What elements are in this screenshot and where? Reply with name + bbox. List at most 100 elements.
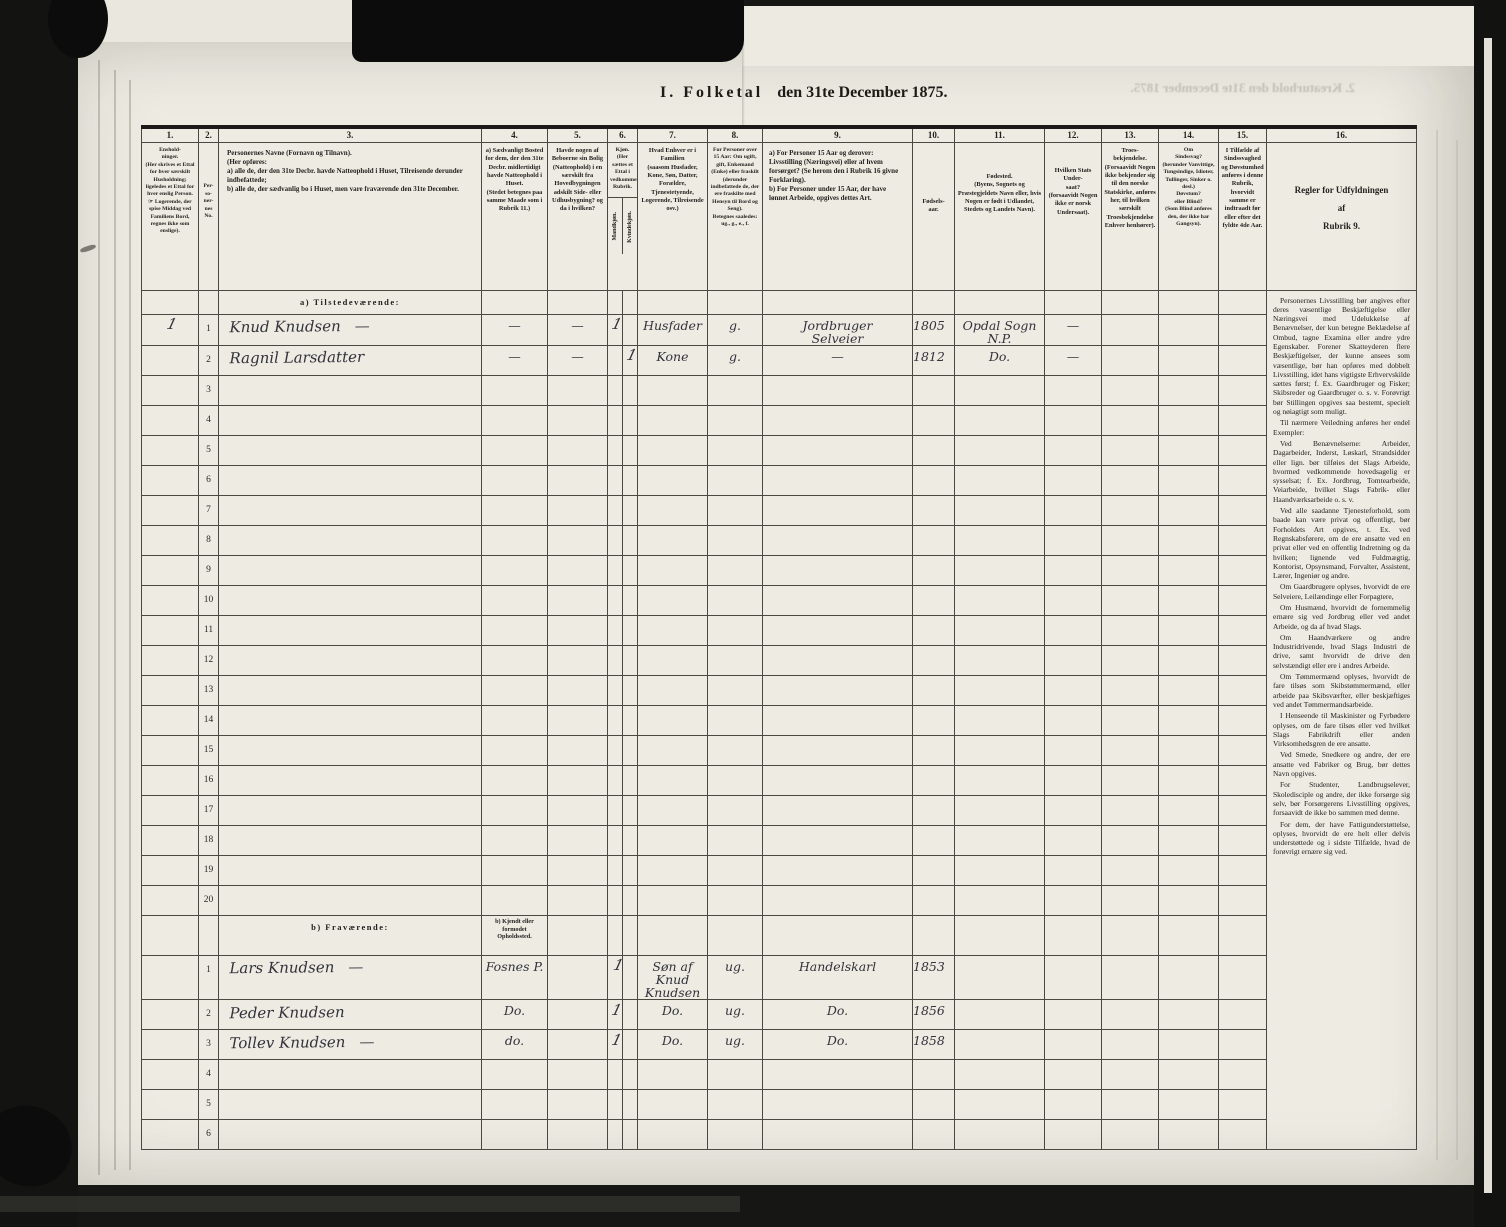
cell-statsborger bbox=[1044, 794, 1103, 826]
cell-sindssvag bbox=[1158, 584, 1220, 616]
cell-sidebygning bbox=[547, 434, 608, 466]
cell-sidebygning bbox=[547, 1119, 608, 1151]
cell-empty bbox=[912, 914, 956, 956]
cell-fodested bbox=[954, 794, 1046, 826]
cell-sindssvag bbox=[1158, 674, 1220, 706]
rules-paragraph: For Studenter, Landbrugselever, Skoledis… bbox=[1273, 780, 1411, 818]
ditto-dash: — bbox=[354, 316, 370, 335]
cell-trosbekjendelse bbox=[1101, 404, 1160, 436]
cell-familiestilling bbox=[637, 524, 709, 556]
binding-shadow-left bbox=[0, 0, 78, 1227]
cell-sidebygning bbox=[547, 794, 608, 826]
cell-livsstilling bbox=[762, 1059, 914, 1091]
cell-livsstilling bbox=[762, 494, 914, 526]
col-header-husholdninger: 1. Enshold- ninger. (Her skrives et Etta… bbox=[141, 126, 199, 291]
cell-livsstilling bbox=[762, 704, 914, 736]
cell-livsstilling bbox=[762, 674, 914, 706]
cell-household bbox=[137, 855, 203, 886]
cell-trosbekjendelse bbox=[1101, 374, 1160, 406]
cell-familiestilling: Kone bbox=[637, 344, 709, 376]
cell-sidebygning bbox=[547, 374, 608, 406]
rules-paragraph: Personernes Livsstilling bør angives eft… bbox=[1273, 295, 1411, 417]
cell-livsstilling bbox=[762, 464, 914, 496]
rules-paragraph: Om Husmænd, hvorvidt de fornemmelig ernæ… bbox=[1273, 603, 1411, 631]
table-row: 15 bbox=[137, 733, 1417, 767]
cell-civilstand bbox=[707, 644, 764, 676]
cell-empty bbox=[1158, 289, 1220, 315]
cell-fodselsaar: 1812 bbox=[912, 344, 956, 376]
cell-fodested bbox=[954, 1029, 1046, 1061]
ditto-dash: — bbox=[358, 1031, 375, 1051]
cell-name bbox=[218, 553, 482, 587]
page-stack-line bbox=[1456, 140, 1458, 1160]
cell-name bbox=[218, 583, 482, 617]
cell-household bbox=[137, 345, 203, 376]
cell-bosted bbox=[481, 824, 548, 856]
cell-sindssvag bbox=[1158, 764, 1220, 796]
cell-tilfaelde bbox=[1218, 524, 1268, 556]
cell-name bbox=[218, 613, 482, 647]
cell-statsborger bbox=[1044, 644, 1103, 676]
table-row: 18 bbox=[137, 823, 1417, 857]
cell-bosted bbox=[481, 434, 548, 466]
cell-household bbox=[137, 1089, 203, 1120]
table-row: 10 bbox=[137, 583, 1417, 617]
cell-household bbox=[135, 955, 205, 1000]
cell-household bbox=[137, 765, 203, 796]
cell-empty bbox=[547, 914, 608, 956]
cell-household bbox=[137, 795, 203, 826]
cell-trosbekjendelse bbox=[1101, 524, 1160, 556]
table-row: 6 bbox=[137, 1118, 1417, 1152]
cell-tilfaelde bbox=[1218, 404, 1268, 436]
cell-empty bbox=[762, 914, 914, 956]
cell-fodselsaar bbox=[912, 824, 956, 856]
cell-household bbox=[137, 1059, 203, 1090]
cell-fodested bbox=[954, 674, 1046, 706]
cell-empty bbox=[621, 289, 639, 315]
cell-bosted bbox=[481, 494, 548, 526]
cell-civilstand: g. bbox=[707, 313, 764, 346]
cell-livsstilling: Do. bbox=[762, 999, 914, 1031]
cell-sidebygning bbox=[547, 884, 608, 916]
cell-empty bbox=[637, 289, 709, 315]
cell-bosted bbox=[481, 734, 548, 766]
col-header-tilfaelde: 15. I Tilfælde af Sindssvaghed og Døvstu… bbox=[1218, 126, 1268, 291]
col-header-navne: 3. Personernes Navne (Fornavn og Tilnavn… bbox=[218, 126, 482, 291]
rules-paragraph: I Henseende til Maskinister og Fyrbødere… bbox=[1273, 711, 1411, 749]
cell-livsstilling bbox=[762, 734, 914, 766]
table-row: 2 Peder Knudsen Do. 1 Do. ug. Do. 1856 bbox=[137, 998, 1417, 1032]
cell-sindssvag bbox=[1158, 1059, 1220, 1091]
cell-household bbox=[137, 1029, 203, 1060]
page-stack-line bbox=[1436, 130, 1438, 1160]
cell-tilfaelde bbox=[1218, 854, 1268, 886]
cell-tilfaelde bbox=[1218, 1059, 1268, 1091]
cell-row-no: 11 bbox=[198, 614, 219, 646]
cell-familiestilling bbox=[637, 374, 709, 406]
cell-household bbox=[137, 999, 203, 1030]
cell-bosted bbox=[481, 554, 548, 586]
cell-household bbox=[137, 675, 203, 706]
cell-familiestilling: Do. bbox=[637, 1029, 709, 1061]
cell-name: Tollev Knudsen — bbox=[218, 1028, 482, 1062]
cell-fodselsaar bbox=[912, 764, 956, 796]
cell-sindssvag bbox=[1158, 999, 1220, 1031]
cell-trosbekjendelse bbox=[1101, 999, 1160, 1031]
cell-row-no: 5 bbox=[198, 1089, 219, 1121]
cell-fodested: Opdal Sogn N.P. bbox=[954, 313, 1046, 346]
cell-sidebygning bbox=[547, 464, 608, 496]
cell-civilstand bbox=[707, 794, 764, 826]
cell-fodselsaar bbox=[912, 524, 956, 556]
cell-name bbox=[218, 823, 482, 857]
cell-name bbox=[218, 463, 482, 497]
col-header-bosted: 4. a) Sædvanligt Bosted for dem, der den… bbox=[481, 126, 548, 291]
cell-trosbekjendelse bbox=[1101, 584, 1160, 616]
cell-statsborger bbox=[1044, 584, 1103, 616]
cell-statsborger bbox=[1044, 954, 1103, 1001]
cell-tilfaelde bbox=[1218, 704, 1268, 736]
cell-trosbekjendelse bbox=[1101, 1029, 1160, 1061]
cell-tilfaelde bbox=[1218, 1029, 1268, 1061]
cell-sidebygning bbox=[547, 704, 608, 736]
cell-name bbox=[218, 673, 482, 707]
cell-statsborger bbox=[1044, 884, 1103, 916]
